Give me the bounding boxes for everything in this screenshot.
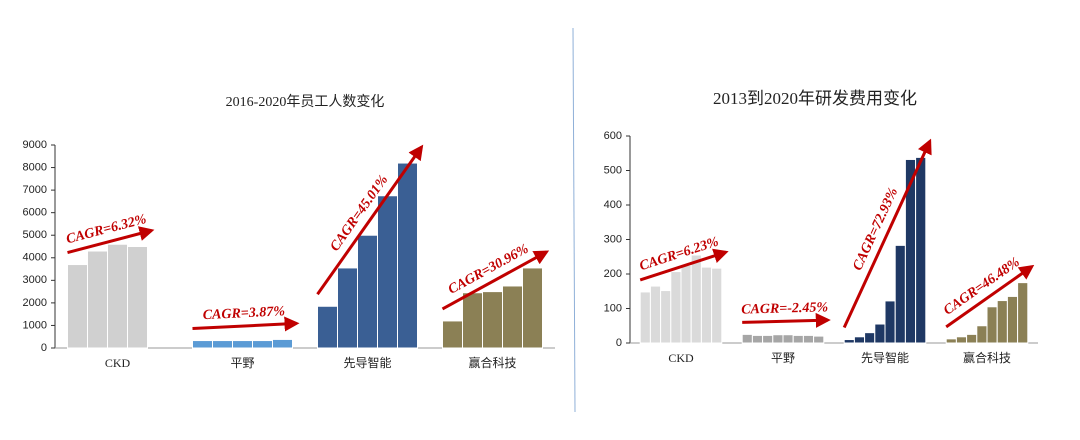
- bar: [127, 246, 148, 349]
- y-tick-label: 2000: [23, 297, 47, 309]
- bar: [252, 340, 273, 349]
- bar: [397, 162, 418, 349]
- bar: [232, 340, 253, 349]
- bar: [639, 291, 651, 344]
- bar: [377, 195, 398, 349]
- cagr-arrow: [67, 226, 155, 254]
- y-tick-label: 5000: [23, 229, 47, 241]
- y-tick-label: 0: [41, 342, 47, 354]
- category-label: 赢合科技: [468, 355, 516, 370]
- cagr-label: CAGR=3.87%: [202, 304, 285, 323]
- bar: [522, 267, 543, 349]
- y-tick-label: 1000: [23, 319, 47, 331]
- bar: [782, 334, 794, 344]
- bar: [955, 336, 968, 344]
- y-tick-label: 100: [604, 302, 622, 314]
- bar: [711, 267, 723, 344]
- y-tick-label: 6000: [23, 207, 47, 219]
- bar: [986, 306, 998, 344]
- bar: [462, 292, 483, 349]
- bar: [482, 291, 503, 349]
- bar: [690, 254, 702, 344]
- y-tick-label: 0: [616, 337, 622, 349]
- y-tick-label: 3000: [23, 274, 47, 286]
- bar: [904, 158, 917, 344]
- divider: [572, 27, 576, 413]
- cagr-label: CAGR=-2.45%: [741, 300, 828, 317]
- y-tick-label: 9000: [23, 139, 47, 151]
- y-tick-label: 200: [604, 268, 622, 280]
- y-tick-label: 4000: [23, 252, 47, 264]
- bar: [357, 234, 378, 349]
- y-tick-label: 8000: [23, 161, 47, 173]
- bar: [317, 305, 338, 349]
- y-tick-label: 500: [604, 164, 622, 176]
- bar: [915, 156, 927, 344]
- bar: [864, 332, 876, 344]
- bar: [741, 333, 753, 344]
- category-label: CKD: [105, 356, 131, 370]
- y-tick-label: 300: [604, 233, 622, 245]
- bar: [751, 334, 764, 344]
- cagr-arrow: [639, 248, 729, 282]
- bar: [1017, 282, 1029, 344]
- bar: [874, 323, 886, 344]
- bar: [67, 264, 88, 349]
- bar: [884, 300, 896, 344]
- category-label: 平野: [230, 356, 254, 370]
- bar: [966, 333, 978, 344]
- bar: [996, 300, 1008, 344]
- chart-title: 2016-2020年员工人数变化: [226, 94, 385, 110]
- bar: [680, 264, 692, 344]
- cagr-arrow: [441, 250, 550, 311]
- cagr-arrow: [316, 144, 424, 296]
- bar: [670, 271, 682, 344]
- bar: [700, 266, 713, 344]
- bar: [107, 243, 128, 349]
- bar: [649, 285, 662, 344]
- bar: [802, 334, 815, 344]
- bar: [945, 338, 957, 344]
- bar: [660, 290, 672, 344]
- bar: [843, 339, 855, 344]
- bar: [212, 340, 233, 349]
- cagr-arrow: [192, 316, 300, 332]
- y-tick-label: 600: [604, 130, 622, 142]
- bar: [87, 250, 108, 349]
- chart-title: 2013到2020年研发费用变化: [713, 89, 917, 108]
- bar: [192, 340, 213, 349]
- y-tick-label: 7000: [23, 184, 47, 196]
- cagr-arrow: [742, 312, 831, 328]
- bar: [853, 336, 866, 344]
- bar: [762, 334, 774, 344]
- bar: [894, 244, 906, 344]
- bar: [337, 267, 358, 349]
- bar: [502, 285, 523, 349]
- bar: [792, 334, 804, 344]
- bar: [976, 325, 988, 344]
- bar: [772, 334, 784, 344]
- cagr-arrow: [945, 264, 1035, 329]
- y-tick-label: 400: [604, 199, 622, 211]
- bar: [442, 320, 463, 349]
- category-label: 平野: [771, 351, 795, 365]
- cagr-arrow: [842, 138, 932, 329]
- bar: [272, 338, 293, 349]
- category-label: 先导智能: [861, 350, 909, 365]
- category-label: CKD: [668, 351, 694, 365]
- category-label: 赢合科技: [963, 350, 1011, 365]
- category-label: 先导智能: [343, 355, 391, 370]
- bar: [1006, 295, 1019, 344]
- bar: [813, 335, 825, 344]
